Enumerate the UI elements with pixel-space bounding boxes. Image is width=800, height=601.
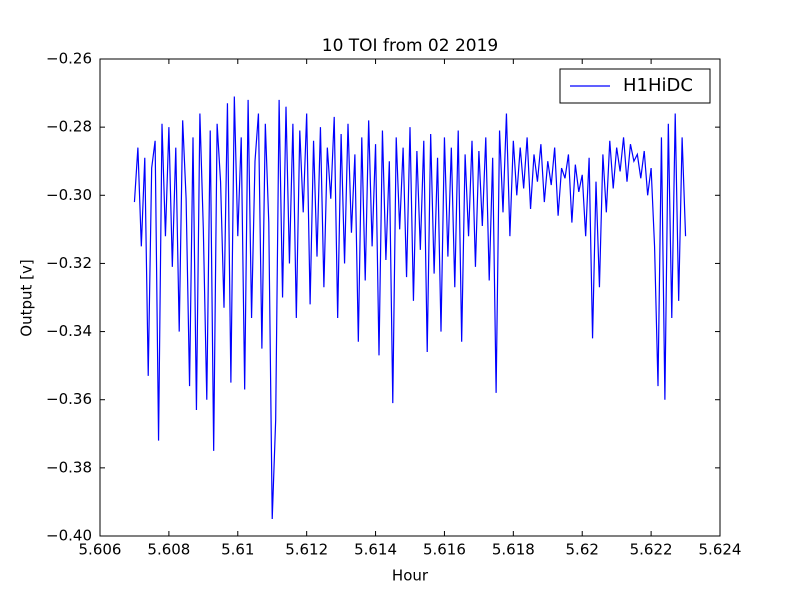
y-tick-label: −0.26: [46, 50, 92, 68]
x-tick-label: 5.616: [423, 541, 466, 559]
x-tick-label: 5.608: [147, 541, 190, 559]
y-axis-label: Output [v]: [18, 259, 36, 336]
chart-title: 10 TOI from 02 2019: [322, 36, 498, 56]
x-tick-label: 5.614: [354, 541, 397, 559]
x-axis-label: Hour: [392, 567, 429, 585]
data-line: [133, 96, 687, 519]
x-tick-label: 5.606: [79, 541, 122, 559]
x-tick-label: 5.61: [221, 541, 254, 559]
y-tick-label: −0.38: [46, 458, 92, 476]
y-tick-label: −0.30: [46, 186, 92, 204]
legend-label: H1HiDC: [623, 75, 693, 96]
x-tick-label: 5.612: [285, 541, 328, 559]
x-tick-label: 5.618: [492, 541, 535, 559]
x-tick-label: 5.624: [699, 541, 742, 559]
plot-frame: [99, 58, 721, 537]
y-tick-label: −0.36: [46, 390, 92, 408]
y-tick-label: −0.40: [46, 527, 92, 545]
x-tick-label: 5.622: [630, 541, 673, 559]
x-tick-label: 5.62: [566, 541, 599, 559]
y-tick-label: −0.28: [46, 118, 92, 136]
y-tick-label: −0.34: [46, 322, 92, 340]
y-tick-label: −0.32: [46, 254, 92, 272]
